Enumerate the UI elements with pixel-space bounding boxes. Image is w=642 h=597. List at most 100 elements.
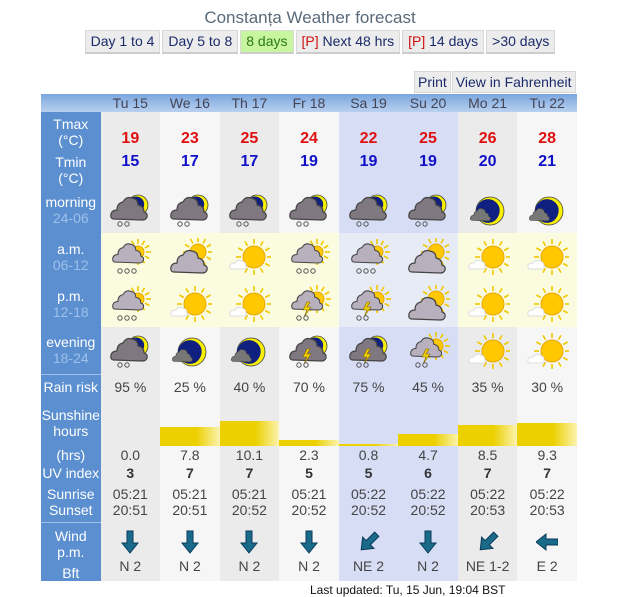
tmax-value: 24 xyxy=(300,130,318,147)
sun-times: 05:22 20:52 xyxy=(338,482,399,522)
label-text: Rain risk xyxy=(43,379,98,396)
label-sunset: Sunset xyxy=(48,501,93,518)
day-header: Sa 19 xyxy=(338,94,399,112)
page-title: Constanța Weather forecast xyxy=(204,8,416,27)
weather-icon-night-cloud-rain-moon-icon xyxy=(160,186,220,233)
tmax-value: 19 xyxy=(121,130,140,147)
wind-arrow-E-icon xyxy=(517,530,577,554)
tab-2[interactable]: 8 days xyxy=(240,30,294,54)
sunrise-time: 05:22 xyxy=(350,486,387,502)
rain-risk: 35 % xyxy=(457,374,518,400)
tmin-value: 19 xyxy=(300,153,318,170)
tmax-value: 23 xyxy=(180,130,199,147)
tab-1[interactable]: Day 5 to 8 xyxy=(162,30,239,54)
print-button[interactable]: Print xyxy=(414,71,451,93)
sunshine-bar-cell xyxy=(100,400,161,446)
label-wind: Wind p.m. xyxy=(54,527,87,560)
sun-times: 05:22 20:53 xyxy=(517,482,577,522)
sunshine-bar xyxy=(279,440,339,446)
header-blank xyxy=(41,94,101,112)
wind-arrow-N-icon xyxy=(101,530,161,555)
label-time-range: 18-24 xyxy=(52,350,89,367)
rain-risk: 45 % xyxy=(398,374,458,400)
rain-risk: 40 % xyxy=(219,374,280,400)
label-text: p.m. xyxy=(57,287,85,304)
rain-risk: 25 % xyxy=(160,374,220,400)
weather-icon-cloud-rain-sun-icon xyxy=(338,233,399,280)
sun-times: 05:21 20:52 xyxy=(279,482,339,522)
wind-cell: E 2 xyxy=(517,522,577,581)
sunshine-hours: 4.7 xyxy=(398,446,458,464)
sunrise-time: 05:21 xyxy=(112,486,148,502)
sunrise-time: 05:22 xyxy=(410,486,446,502)
wind-cell: N 2 xyxy=(160,522,220,581)
weather-icon-sun-cloud-icon xyxy=(457,327,518,374)
tab-0[interactable]: Day 1 to 4 xyxy=(84,30,161,54)
weather-icon-night-cloud-rain-moon-icon xyxy=(219,186,280,233)
wind-cell: NE 1-2 xyxy=(457,522,518,581)
weather-icon-moon-cloud-icon xyxy=(160,327,220,374)
weather-icon-sun-cloud-icon xyxy=(517,233,577,280)
day-header: Mo 21 xyxy=(457,94,518,112)
temp-cell: 28 21 xyxy=(517,112,577,186)
sunshine-bar xyxy=(219,420,280,446)
sunrise-time: 05:21 xyxy=(172,486,208,502)
forecast-table: Tu 15 We 16 Th 17 Fr 18 Sa 19 Su 20 Mo 21 Tu 22… xyxy=(41,94,577,581)
day-header: Th 17 xyxy=(219,94,280,112)
uv-index: 6 xyxy=(398,464,458,482)
label-bft: Bft xyxy=(62,564,80,581)
label-time-range: 24-06 xyxy=(52,209,89,226)
row-label-temps: Tmax (°C) Tmin (°C) xyxy=(41,112,101,186)
temp-cell: 22 19 xyxy=(338,112,399,186)
forecast-tabs: Day 1 to 4 Day 5 to 8 8 days [P] Next 48 hr… xyxy=(40,30,600,54)
tmax-value: 22 xyxy=(359,130,378,147)
tab-3[interactable]: [P] Next 48 hrs xyxy=(295,30,401,54)
sunset-time: 20:52 xyxy=(350,502,387,518)
temp-cell: 19 15 xyxy=(100,112,161,186)
wind-cell: N 2 xyxy=(219,522,280,581)
tab-5[interactable]: >30 days xyxy=(486,30,556,54)
weather-icon-sun-cloud-icon xyxy=(517,327,577,374)
sunset-time: 20:52 xyxy=(291,502,327,518)
sunset-time: 20:51 xyxy=(112,502,148,518)
temp-cell: 25 19 xyxy=(398,112,458,186)
sun-times: 05:21 20:51 xyxy=(100,482,161,522)
tmin-value: 21 xyxy=(538,153,557,170)
sunshine-bar-cell xyxy=(517,400,577,446)
tab-label: Day 5 to 8 xyxy=(168,33,233,49)
weather-icon-cloud-sun-icon xyxy=(160,233,220,280)
tmin-value: 20 xyxy=(478,153,497,170)
weather-icon-night-cloud-thunder-moon-icon xyxy=(338,327,399,374)
rain-risk: 75 % xyxy=(338,374,399,400)
sunshine-hours: 7.8 xyxy=(160,446,220,464)
sunrise-time: 05:22 xyxy=(470,486,506,502)
row-label-evening: evening 18-24 xyxy=(41,327,101,374)
fahrenheit-button[interactable]: View in Fahrenheit xyxy=(451,71,576,93)
sunshine-hours: 9.3 xyxy=(517,446,577,464)
day-header: Tu 22 xyxy=(517,94,577,112)
weather-icon-night-cloud-rain-moon-icon xyxy=(279,186,339,233)
uv-index: 7 xyxy=(457,464,518,482)
uv-index: 3 xyxy=(100,464,161,482)
uv-index: 5 xyxy=(338,464,399,482)
label-text: morning xyxy=(45,193,97,210)
label-text: (hrs) xyxy=(56,447,86,463)
row-label-sun: Sunrise Sunset xyxy=(41,482,101,522)
temp-cell: 23 17 xyxy=(160,112,220,186)
sunrise-time: 05:22 xyxy=(529,486,565,502)
row-label-uv: UV index xyxy=(41,464,101,482)
sunset-time: 20:53 xyxy=(529,502,565,518)
weather-icon-night-cloud-rain-moon-icon xyxy=(100,327,161,374)
sunshine-hours: 2.3 xyxy=(279,446,339,464)
tab-label: Next 48 hrs xyxy=(318,33,395,49)
weather-icon-night-cloud-thunder-moon-icon xyxy=(279,327,339,374)
tab-4[interactable]: [P] 14 days xyxy=(402,30,485,54)
weather-icon-moon-cloud-icon xyxy=(517,186,577,233)
sunshine-hours: 0.0 xyxy=(100,446,161,464)
premium-prefix: [P] xyxy=(301,33,319,49)
label-tmax: Tmax (°C) xyxy=(53,116,89,148)
sunset-time: 20:52 xyxy=(410,502,446,518)
weather-icon-sun-cloud-icon xyxy=(457,280,518,327)
premium-prefix: [P] xyxy=(408,33,426,49)
sunshine-bar-cell xyxy=(338,400,399,446)
